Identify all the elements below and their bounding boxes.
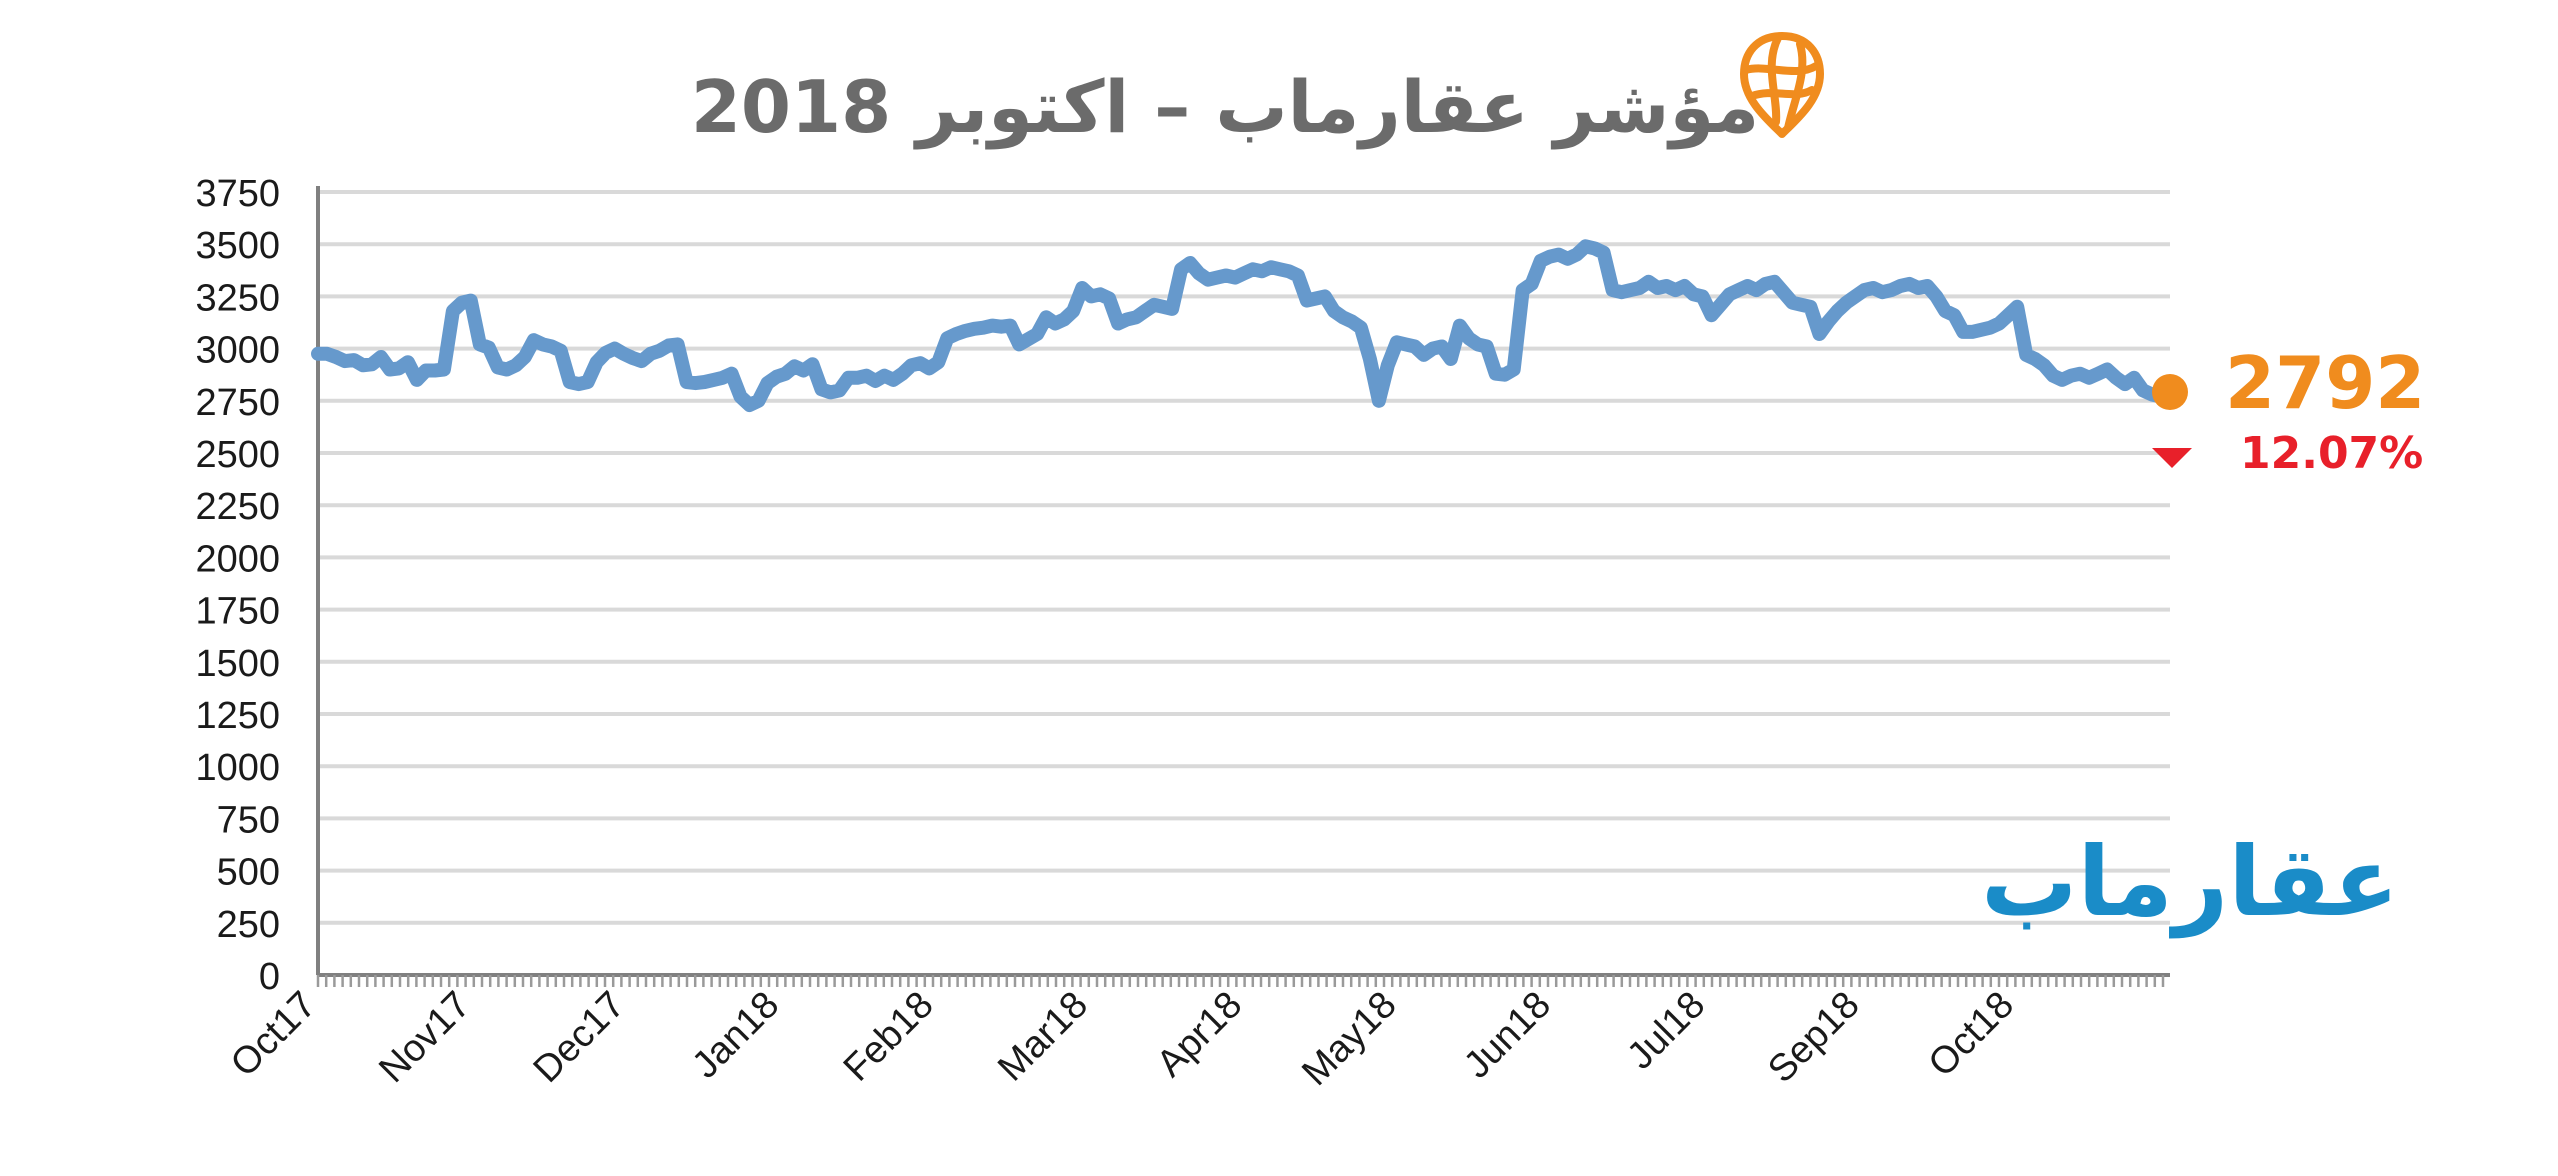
last-value-label: 2792 (2225, 341, 2425, 425)
y-tick-label: 3750 (195, 173, 280, 215)
y-tick-label: 250 (217, 904, 280, 946)
brand-wordmark: عقارماب (1981, 826, 2399, 938)
y-tick-label: 1000 (195, 747, 280, 789)
x-tick-label: Nov17 (371, 984, 478, 1091)
y-tick-label: 750 (217, 799, 280, 841)
y-tick-label: 3250 (195, 277, 280, 319)
down-triangle-icon (2152, 448, 2192, 468)
y-tick-label: 2500 (195, 434, 280, 476)
grid-lines (318, 190, 2170, 925)
map-pin-globe-icon (1740, 32, 1824, 138)
x-tick-label: Jan18 (684, 984, 787, 1087)
y-tick-label: 2000 (195, 538, 280, 580)
chart-title: مؤشر عقارماب – اكتوبر 2018 (691, 65, 1759, 150)
x-tick-label: May18 (1294, 984, 1404, 1094)
y-axis-ticks: 0 250 500 750 1000 1250 1500 1750 2000 2250 2500 27… (195, 173, 280, 998)
y-tick-label: 2750 (195, 382, 280, 424)
y-tick-label: 1250 (195, 695, 280, 737)
change-label: 12.07% (2240, 428, 2423, 479)
x-axis-ticks: Oct17 Nov17 Dec17 Jan18 Feb18 Mar18 Apr18 May18… (223, 984, 2022, 1094)
x-tick-label: Jun18 (1456, 984, 1559, 1087)
y-tick-label: 3500 (195, 225, 280, 267)
x-tick-label: Dec17 (526, 984, 633, 1091)
x-tick-label: Mar18 (990, 984, 1096, 1090)
x-tick-label: Jul18 (1619, 984, 1713, 1078)
pin-shape (1740, 32, 1824, 138)
y-tick-label: 1750 (195, 591, 280, 633)
x-tick-label: Oct18 (1921, 984, 2022, 1085)
y-tick-label: 1500 (195, 643, 280, 685)
last-point-marker (2152, 374, 2188, 411)
x-tick-label: Sep18 (1760, 984, 1867, 1091)
axes (316, 186, 2170, 987)
x-tick-label: Oct17 (223, 984, 324, 1085)
y-tick-label: 500 (217, 852, 280, 894)
x-tick-label: Apr18 (1149, 984, 1250, 1085)
y-tick-label: 3000 (195, 330, 280, 372)
series (311, 239, 2177, 412)
y-tick-label: 2250 (195, 486, 280, 528)
series-line (311, 239, 2177, 412)
x-tick-label: Feb18 (836, 984, 942, 1090)
last-value-marker-group (2152, 374, 2188, 411)
down-triangle-shape (2152, 448, 2192, 468)
y-tick-label: 0 (259, 956, 280, 998)
